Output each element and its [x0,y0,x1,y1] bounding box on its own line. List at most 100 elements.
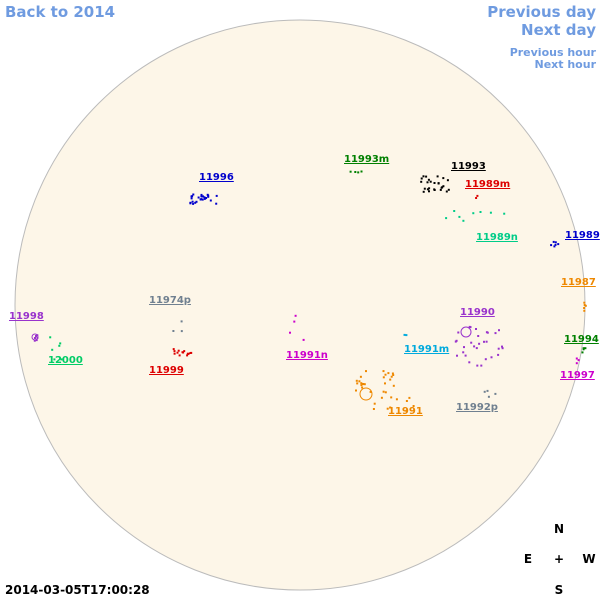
sunspot [425,175,428,178]
compass-west: W [582,552,595,566]
sunspot [405,409,408,412]
sunspot [181,351,184,354]
previous-hour-link[interactable]: Previous hour [510,46,597,59]
sunspot [475,328,477,330]
sunspot [583,307,586,309]
sunspot [293,320,296,323]
sunspot [552,240,555,243]
sunspot [359,375,362,378]
sunspot [35,339,38,342]
sunspot [384,382,386,385]
sunspot [436,175,439,178]
sunspot-outline [460,326,472,338]
region-label[interactable]: 11991n [286,350,328,361]
sunspot [173,352,176,355]
sunspot [289,331,291,334]
sunspot [392,374,395,376]
sunspot [51,348,54,351]
region-label[interactable]: 11987 [561,277,596,288]
region-label[interactable]: 11991m [404,344,449,355]
sunspot-outline [359,387,373,401]
sunspot [382,370,385,373]
sunspot [195,200,198,203]
region-label[interactable]: 11993m [344,154,389,165]
sunspot [494,332,497,335]
sunspot [302,338,305,341]
sunspot [203,197,206,200]
sunspot [501,347,504,350]
sunspot [584,347,587,350]
sunspot [34,337,36,339]
sunspot [209,199,212,202]
region-label[interactable]: 11992p [456,402,498,413]
sunspot [201,195,204,198]
sunspot [554,241,557,244]
sunspot [361,383,364,386]
region-label[interactable]: 12000 [48,355,83,366]
sunspot [186,354,189,357]
sunspot [349,170,352,173]
sunspot [470,341,473,344]
sunspot [583,301,586,304]
next-day-link[interactable]: Next day [521,21,596,39]
sunspot [475,347,478,350]
sunspot [475,197,478,199]
sunspot [405,400,408,402]
sunspot [380,396,383,399]
sunspot [429,180,432,183]
sunspot [403,333,406,336]
sunspot [365,370,367,373]
region-label[interactable]: 11997 [560,370,595,381]
sunspot [464,354,467,357]
region-label[interactable]: 11989 [565,230,600,241]
sunspot [554,243,557,246]
sunspot [426,188,429,191]
sunspot [582,348,585,351]
sunspot [483,390,486,393]
sunspot [372,408,375,410]
sunspot [373,402,376,405]
sunspot [582,347,585,350]
sunspot [177,349,180,352]
sunspot [441,186,444,189]
sunspot [445,217,448,220]
sunspot [355,379,358,382]
region-label[interactable]: 11991 [388,406,423,417]
region-label[interactable]: 11990 [460,307,495,318]
sunspot [487,395,490,398]
sunspot [197,196,200,199]
region-label[interactable]: 11989n [476,232,518,243]
back-link[interactable]: Back to 2014 [5,3,115,21]
region-label[interactable]: 11998 [9,311,44,322]
sunspot [203,196,206,199]
sunspot [201,198,204,201]
compass-east: E [524,552,532,566]
sunspot [420,177,423,180]
region-label[interactable]: 11999 [149,365,184,376]
region-label[interactable]: 11974p [149,295,191,306]
region-label[interactable]: 11994 [564,334,599,345]
sunspot [494,392,497,395]
sunspot [468,361,471,364]
sunspot [476,364,479,367]
sunspot [389,406,392,409]
sunspot [483,340,485,343]
next-hour-link[interactable]: Next hour [535,58,597,71]
sunspot [557,243,560,246]
previous-day-link[interactable]: Previous day [487,3,596,21]
sunspot [191,200,194,203]
sunspot [447,188,450,191]
sunspot [294,314,297,317]
sunspot [390,375,393,378]
sunspot [454,340,457,343]
sunspot [577,359,580,362]
region-label[interactable]: 11993 [451,161,486,172]
region-label[interactable]: 11996 [199,172,234,183]
sunspot [446,179,449,182]
sunspot [172,330,175,332]
sunspot [550,244,553,247]
sunspot [33,339,36,342]
region-label[interactable]: 11989m [465,179,510,190]
sunspot-outline [31,333,39,341]
sunspot [386,407,389,410]
